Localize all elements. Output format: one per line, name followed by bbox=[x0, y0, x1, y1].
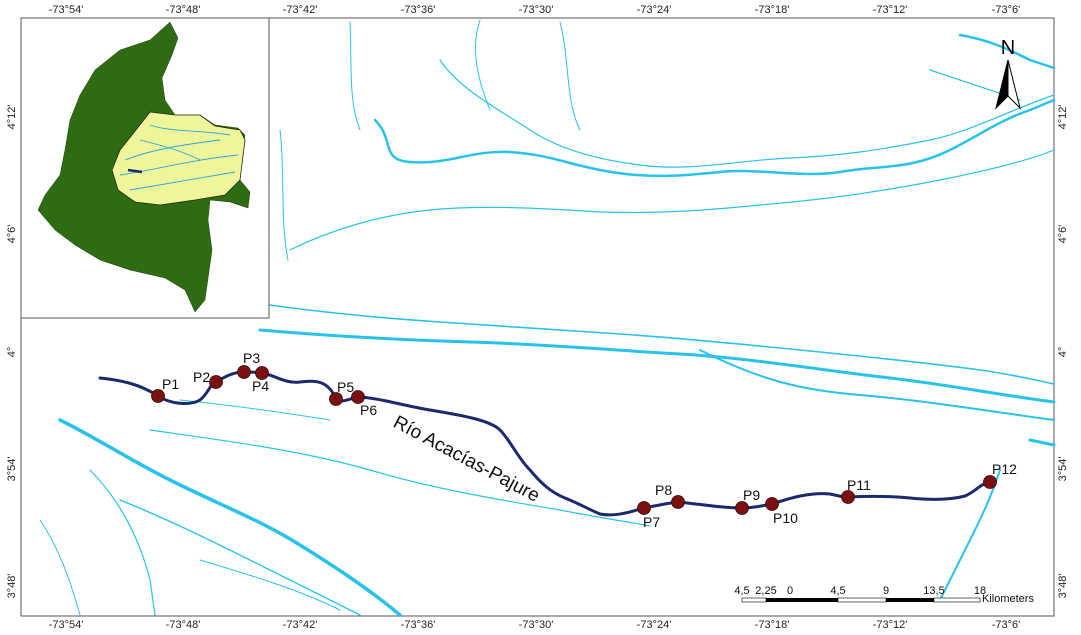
right-latitude-label: 4° bbox=[1057, 347, 1069, 358]
scale-tick-label: 9 bbox=[883, 585, 889, 597]
scale-tick-label: 0 bbox=[787, 585, 793, 597]
sample-point-marker bbox=[329, 392, 343, 406]
sample-point-label: P3 bbox=[243, 350, 260, 366]
sample-point-marker bbox=[765, 497, 779, 511]
top-longitude-label: -73°6' bbox=[992, 4, 1021, 16]
sample-point-label: P2 bbox=[193, 369, 210, 385]
sample-point-marker bbox=[237, 365, 251, 379]
north-arrow-icon: N bbox=[995, 37, 1021, 110]
inset-map bbox=[20, 17, 270, 319]
top-longitude-label: -73°30' bbox=[519, 4, 554, 16]
sample-point-label: P9 bbox=[743, 487, 760, 503]
scale-tick-label: 18 bbox=[974, 585, 986, 597]
top-longitude-label: -73°12' bbox=[873, 4, 908, 16]
top-longitude-label: -73°24' bbox=[637, 4, 672, 16]
inset-basin-shape bbox=[111, 111, 246, 206]
bottom-longitude-label: -73°54' bbox=[49, 619, 84, 631]
sample-point-marker bbox=[637, 501, 651, 515]
top-longitude-label: -73°42' bbox=[283, 4, 318, 16]
sample-point-label: P11 bbox=[847, 477, 871, 493]
sample-point-label: P12 bbox=[992, 461, 1017, 477]
scale-bar: 4,5 2,25 0 4,5 9 13,5 18 Kilometers bbox=[734, 585, 1034, 605]
left-latitude-label: 3°54' bbox=[6, 457, 18, 482]
bottom-longitude-label: -73°42' bbox=[283, 619, 318, 631]
scale-tick-label: 13,5 bbox=[923, 585, 944, 597]
left-latitude-label: 4°12' bbox=[6, 105, 18, 130]
sample-point-marker bbox=[671, 495, 685, 509]
right-latitude-label: 3°48' bbox=[1057, 574, 1069, 599]
right-latitude-label: 3°54' bbox=[1057, 457, 1069, 482]
bottom-longitude-label: -73°6' bbox=[992, 619, 1021, 631]
sample-point-label: P7 bbox=[643, 514, 660, 530]
scale-tick-label: 2,25 bbox=[755, 585, 776, 597]
bottom-longitude-label: -73°18' bbox=[755, 619, 790, 631]
bottom-longitude-label: -73°30' bbox=[519, 619, 554, 631]
sample-point-marker bbox=[841, 490, 855, 504]
sample-point-label: P10 bbox=[773, 510, 798, 526]
scale-unit: Kilometers bbox=[982, 593, 1034, 605]
sample-point-marker bbox=[255, 366, 269, 380]
sample-point-marker bbox=[209, 375, 223, 389]
right-latitude-label: 4°12' bbox=[1057, 105, 1069, 130]
sample-point-label: P8 bbox=[655, 482, 672, 498]
scale-tick-label: 4,5 bbox=[734, 585, 749, 597]
right-latitude-label: 4°6' bbox=[1057, 225, 1069, 244]
sample-point-marker bbox=[151, 389, 165, 403]
top-longitude-label: -73°18' bbox=[755, 4, 790, 16]
north-label: N bbox=[1001, 37, 1015, 59]
sample-points: P1 P2 P3 P4 P5 P6 P7 P8 P9 P10 P11 P12 bbox=[151, 350, 1017, 530]
secondary-rivers bbox=[39, 19, 1056, 617]
sample-point-label: P6 bbox=[360, 402, 377, 418]
bottom-longitude-label: -73°48' bbox=[166, 619, 201, 631]
top-longitude-label: -73°54' bbox=[49, 4, 84, 16]
bottom-longitude-label: -73°24' bbox=[637, 619, 672, 631]
sample-point-marker bbox=[351, 390, 365, 404]
left-latitude-label: 3°48' bbox=[6, 574, 18, 599]
top-longitude-label: -73°48' bbox=[166, 4, 201, 16]
sample-point-marker bbox=[735, 501, 749, 515]
left-latitude-label: 4°6' bbox=[6, 225, 18, 244]
sample-point-marker bbox=[983, 475, 997, 489]
scale-tick-label: 4,5 bbox=[830, 585, 845, 597]
top-longitude-label: -73°36' bbox=[401, 4, 436, 16]
sample-point-label: P1 bbox=[162, 376, 179, 392]
bottom-longitude-label: -73°36' bbox=[401, 619, 436, 631]
bottom-longitude-label: -73°12' bbox=[873, 619, 908, 631]
sample-point-label: P4 bbox=[252, 378, 269, 394]
sample-point-label: P5 bbox=[337, 379, 354, 395]
left-latitude-label: 4° bbox=[6, 347, 18, 358]
